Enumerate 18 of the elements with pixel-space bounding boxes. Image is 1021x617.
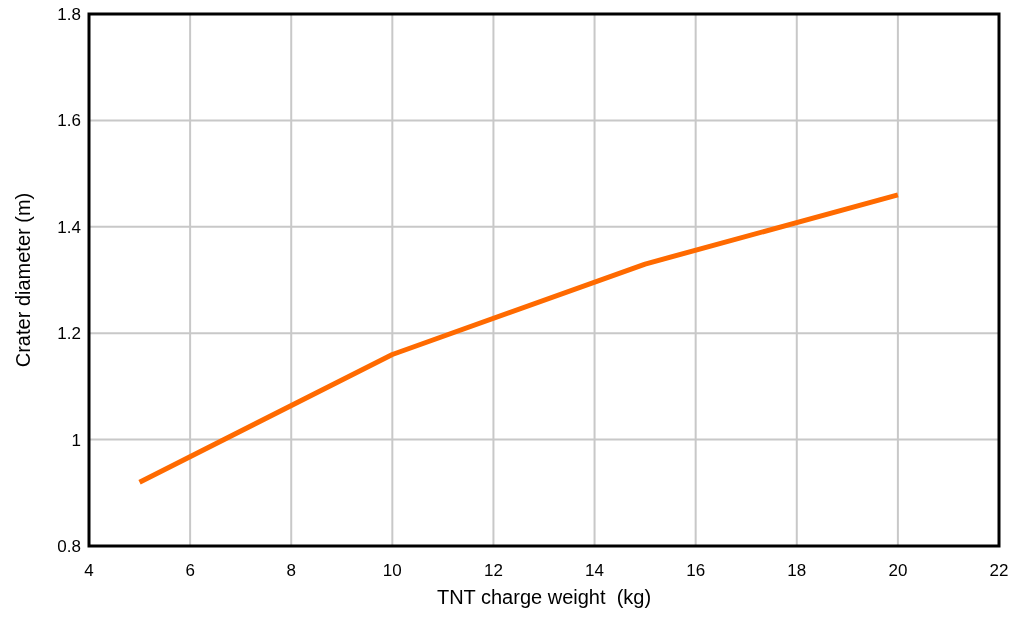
y-tick-label: 1 [71, 430, 81, 450]
x-tick-label: 12 [483, 561, 503, 580]
y-tick-label: 1.2 [57, 324, 81, 344]
x-tick-label: 18 [787, 561, 807, 580]
y-tick-label: 1.8 [57, 4, 81, 24]
y-tick-label: 0.8 [57, 536, 81, 556]
y-tick-label: 1.6 [57, 111, 81, 131]
x-tick-label: 14 [585, 561, 605, 580]
x-axis-title: TNT charge weight (kg) [436, 586, 652, 608]
x-tick-label: 22 [989, 561, 1009, 580]
y-axis-title: Crater diameter (m) [12, 192, 34, 368]
x-tick-label: 8 [286, 561, 296, 580]
y-tick-label: 1.4 [57, 217, 81, 237]
x-tick-label: 16 [686, 561, 706, 580]
x-tick-label: 10 [382, 561, 402, 580]
x-tick-label: 4 [84, 561, 94, 580]
x-tick-label: 20 [888, 561, 908, 580]
x-tick-label: 6 [185, 561, 195, 580]
